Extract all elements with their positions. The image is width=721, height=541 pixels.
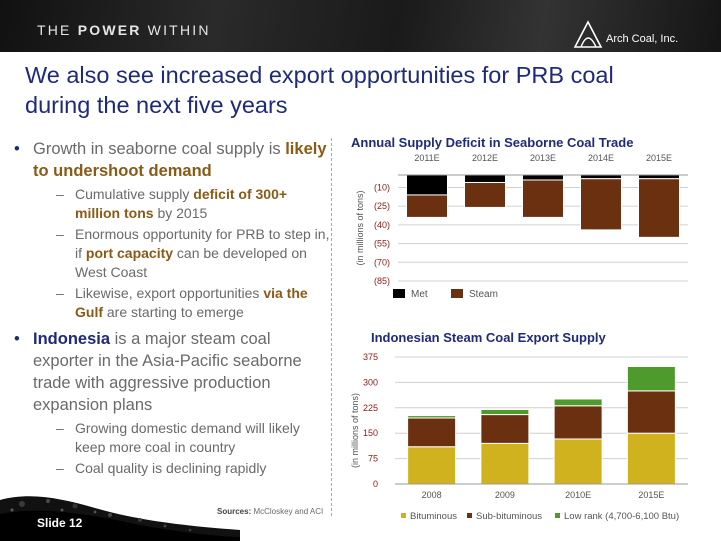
sub-bullet-domestic-demand: Growing domestic demand will likely keep… bbox=[12, 419, 334, 457]
x-tick-label: 2015E bbox=[638, 490, 664, 500]
y-tick-label: (10) bbox=[374, 182, 390, 192]
bar-sub-bituminous-2009 bbox=[480, 414, 530, 444]
legend-label-met: Met bbox=[411, 289, 428, 300]
tagline: THE POWER WITHIN bbox=[37, 22, 211, 38]
arch-logo-icon bbox=[573, 20, 603, 48]
x-tick-label: 2008 bbox=[422, 490, 442, 500]
legend-swatch-bituminous bbox=[401, 513, 406, 518]
chart-title: Annual Supply Deficit in Seaborne Coal T… bbox=[351, 135, 633, 150]
bar-met-2012e bbox=[464, 174, 506, 183]
y-tick-label: 300 bbox=[363, 377, 378, 387]
y-tick-label: (55) bbox=[374, 239, 390, 249]
bar-sub-bituminous-2008 bbox=[407, 417, 457, 448]
bar-low-2010e bbox=[553, 398, 603, 407]
bar-sub-bituminous-2015e bbox=[626, 390, 676, 434]
bar-met-2014e bbox=[580, 174, 622, 180]
bar-steam-2011e bbox=[406, 194, 448, 218]
bar-bituminous-2008 bbox=[407, 446, 457, 485]
x-tick-label: 2013E bbox=[530, 153, 556, 163]
chart-supply-deficit: Annual Supply Deficit in Seaborne Coal T… bbox=[351, 135, 688, 300]
y-tick-label: 225 bbox=[363, 403, 378, 413]
x-tick-label: 2015E bbox=[646, 153, 672, 163]
legend-label-bituminous: Bituminous bbox=[410, 511, 457, 522]
slide-title: We also see increased export opportuniti… bbox=[25, 62, 614, 118]
bar-bituminous-2015e bbox=[626, 432, 676, 485]
bar-met-2011e bbox=[406, 174, 448, 196]
y-tick-label: (85) bbox=[374, 276, 390, 286]
y-tick-label: (25) bbox=[374, 201, 390, 211]
bar-low-2008 bbox=[407, 415, 457, 419]
x-tick-label: 2012E bbox=[472, 153, 498, 163]
bullet-indonesia: Indonesia is a major steam coal exporter… bbox=[12, 328, 334, 416]
y-axis-label: (in millions of tons) bbox=[355, 190, 365, 265]
sources-note: Sources: McCloskey and ACI bbox=[217, 507, 324, 516]
sub-bullet-prb: Enormous opportunity for PRB to step in,… bbox=[12, 225, 334, 282]
sub-bullet-gulf: Likewise, export opportunities via the G… bbox=[12, 284, 334, 322]
y-axis-label: (in millions of tons) bbox=[350, 393, 360, 468]
x-tick-label: 2011E bbox=[414, 153, 439, 163]
y-tick-label: 75 bbox=[368, 454, 378, 464]
legend-swatch-sub-bituminous bbox=[467, 513, 472, 518]
x-tick-label: 2014E bbox=[588, 153, 614, 163]
bar-steam-2015e bbox=[638, 178, 680, 238]
sub-bullet-deficit: Cumulative supply deficit of 300+ millio… bbox=[12, 185, 334, 223]
column-divider bbox=[331, 138, 332, 516]
bar-steam-2014e bbox=[580, 178, 622, 231]
y-tick-label: 0 bbox=[373, 479, 378, 489]
bullet-list: Growth in seaborne coal supply is likely… bbox=[12, 138, 334, 480]
header-texture bbox=[0, 0, 721, 52]
x-tick-label: 2009 bbox=[495, 490, 515, 500]
y-tick-label: 150 bbox=[363, 428, 378, 438]
y-tick-label: 375 bbox=[363, 352, 378, 362]
bar-low-2009 bbox=[480, 408, 530, 416]
bar-met-2013e bbox=[522, 174, 564, 181]
legend-swatch-steam bbox=[451, 289, 463, 298]
chart-title: Indonesian Steam Coal Export Supply bbox=[371, 330, 607, 345]
chart-indonesian-export: Indonesian Steam Coal Export Supply (in m… bbox=[350, 330, 688, 522]
sub-bullet-coal-quality: Coal quality is declining rapidly bbox=[12, 459, 334, 478]
legend-label-sub-bituminous: Sub-bituminous bbox=[476, 511, 542, 522]
x-tick-label: 2010E bbox=[565, 490, 591, 500]
legend-label-steam: Steam bbox=[469, 289, 498, 300]
bullet-seaborne-growth: Growth in seaborne coal supply is likely… bbox=[12, 138, 334, 182]
legend-label-low: Low rank (4,700-6,100 Btu) bbox=[564, 511, 679, 522]
bar-met-2015e bbox=[638, 174, 680, 180]
y-tick-label: (70) bbox=[374, 257, 390, 267]
coal-pile-image bbox=[0, 496, 240, 541]
y-tick-label: (40) bbox=[374, 220, 390, 230]
bar-steam-2012e bbox=[464, 181, 506, 208]
bar-bituminous-2009 bbox=[480, 442, 530, 485]
bar-low-2015e bbox=[626, 365, 676, 392]
legend-swatch-met bbox=[393, 289, 405, 298]
company-name: Arch Coal, Inc. bbox=[606, 33, 679, 45]
slide-number: Slide 12 bbox=[37, 516, 83, 530]
legend-swatch-low bbox=[555, 513, 560, 518]
bar-sub-bituminous-2010e bbox=[553, 405, 603, 440]
header-bar: THE POWER WITHIN Arch Coal, Inc. bbox=[0, 0, 721, 52]
bar-bituminous-2010e bbox=[553, 438, 603, 485]
bar-steam-2013e bbox=[522, 179, 564, 218]
